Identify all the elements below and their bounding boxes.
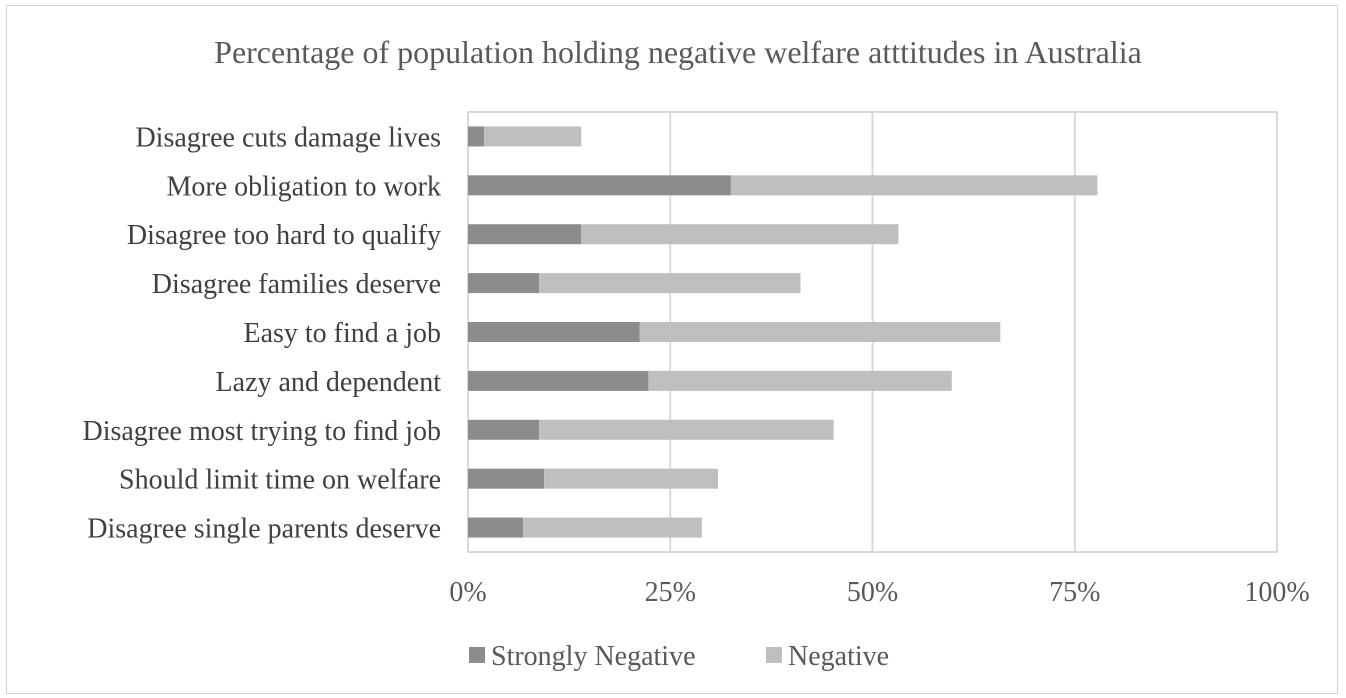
bar-strongly-negative-1	[468, 175, 731, 196]
category-label: More obligation to work	[166, 171, 441, 202]
x-tick-label: 50%	[847, 577, 898, 608]
legend-swatch-strongly-negative	[469, 647, 485, 663]
bar-negative-6	[539, 419, 834, 440]
x-tick-label: 0%	[449, 577, 486, 608]
category-label: Disagree most trying to find job	[82, 416, 441, 447]
bar-strongly-negative-6	[468, 419, 540, 440]
bar-negative-7	[544, 468, 718, 489]
x-tick-label: 25%	[645, 577, 696, 608]
category-label: Disagree too hard to qualify	[127, 220, 441, 251]
category-label: Disagree cuts damage lives	[135, 122, 441, 153]
x-tick-label: 75%	[1049, 577, 1100, 608]
bars-group	[468, 126, 1098, 538]
bar-strongly-negative-0	[468, 126, 485, 147]
bar-negative-0	[484, 126, 582, 147]
bar-negative-2	[581, 224, 899, 245]
bar-strongly-negative-3	[468, 273, 540, 294]
category-label: Disagree families deserve	[152, 269, 441, 300]
legend-label-strongly-negative: Strongly Negative	[491, 641, 696, 672]
chart-frame	[6, 5, 1338, 694]
bar-negative-3	[539, 273, 801, 294]
legend-label-negative: Negative	[788, 641, 889, 672]
category-label: Easy to find a job	[243, 318, 441, 349]
category-label: Should limit time on welfare	[119, 465, 441, 496]
bar-strongly-negative-8	[468, 517, 524, 538]
bar-negative-8	[523, 517, 702, 538]
bar-strongly-negative-4	[468, 322, 640, 342]
chart-title: Percentage of population holding negativ…	[214, 34, 1142, 70]
bar-negative-1	[730, 175, 1098, 196]
x-axis-tick-labels: 0% 25% 50% 75% 100%	[449, 577, 1309, 608]
bar-strongly-negative-7	[468, 468, 545, 489]
bar-negative-5	[648, 370, 952, 391]
category-label: Lazy and dependent	[216, 367, 442, 398]
bar-negative-4	[639, 322, 1001, 342]
bar-strongly-negative-2	[468, 224, 582, 245]
category-labels: Disagree cuts damage lives More obligatio…	[82, 122, 441, 544]
bar-strongly-negative-5	[468, 370, 649, 391]
x-tick-label: 100%	[1244, 577, 1309, 608]
legend: Strongly Negative Negative	[469, 641, 889, 672]
category-label: Disagree single parents deserve	[87, 514, 441, 545]
legend-swatch-negative	[766, 647, 782, 663]
